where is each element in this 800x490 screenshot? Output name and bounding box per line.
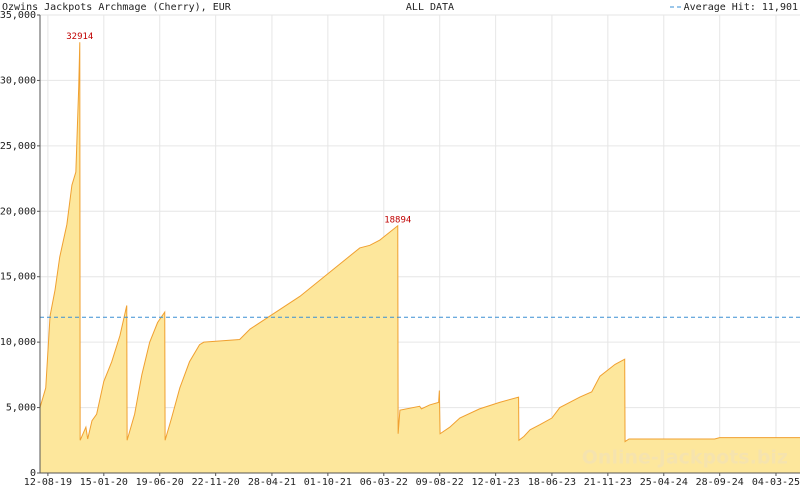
chart-title: Ozwins Jackpots Archmage (Cherry), EUR	[2, 2, 232, 13]
x-tick-label: 12-01-23	[472, 477, 520, 488]
area-fill	[40, 42, 800, 474]
x-tick-label: 06-03-22	[360, 477, 408, 488]
x-tick-label: 04-03-25	[752, 477, 800, 488]
y-tick-label: 20,000	[0, 206, 36, 217]
x-tick-label: 09-08-22	[416, 477, 464, 488]
legend-label: Average Hit: 11,901	[684, 2, 798, 13]
x-tick-label: 19-06-20	[136, 477, 184, 488]
x-tick-label: 22-11-20	[192, 477, 240, 488]
y-tick-label: 35,000	[0, 10, 36, 21]
x-tick-label: 28-09-24	[696, 477, 744, 488]
y-tick-label: 10,000	[0, 337, 36, 348]
x-tick-label: 21-11-23	[584, 477, 632, 488]
watermark: Online-Jackpots.biz	[582, 447, 788, 469]
y-tick-label: 30,000	[0, 75, 36, 86]
y-tick-label: 25,000	[0, 141, 36, 152]
line	[39, 42, 800, 443]
x-tick-label: 25-04-24	[640, 477, 688, 488]
y-tick-label: 15,000	[0, 272, 36, 283]
y-tick-label: 5,000	[6, 403, 36, 414]
y-tick-label: 0	[30, 468, 36, 479]
chart-subtitle: ALL DATA	[406, 2, 454, 13]
data-label: 32914	[66, 32, 93, 42]
data-label: 18894	[384, 215, 411, 225]
x-tick-label: 18-06-23	[528, 477, 576, 488]
x-tick-label: 28-04-21	[248, 477, 296, 488]
x-tick-label: 12-08-19	[24, 477, 72, 488]
x-tick-label: 15-01-20	[80, 477, 128, 488]
x-tick-label: 01-10-21	[304, 477, 352, 488]
